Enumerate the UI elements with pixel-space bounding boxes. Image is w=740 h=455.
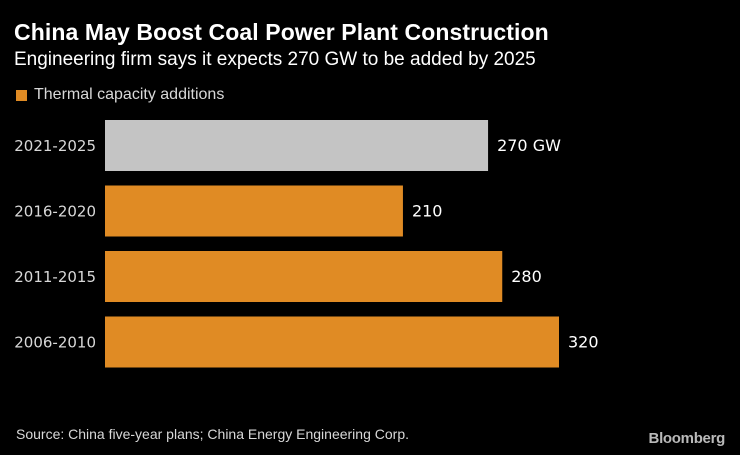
category-label: 2016-2020 — [14, 203, 96, 221]
chart-title: China May Boost Coal Power Plant Constru… — [14, 19, 549, 45]
value-label: 210 — [412, 202, 443, 221]
category-label: 2006-2010 — [14, 334, 96, 352]
chart-subtitle: Engineering firm says it expects 270 GW … — [14, 49, 536, 70]
legend-swatch — [16, 89, 27, 101]
value-label: 280 — [511, 267, 542, 286]
value-label: 320 — [568, 333, 599, 352]
category-label: 2021-2025 — [14, 137, 96, 155]
category-label: 2011-2015 — [14, 268, 96, 286]
bar-2016-2020 — [105, 185, 403, 237]
bar-2021-2025 — [105, 120, 489, 171]
value-label: 270 GW — [497, 136, 561, 155]
legend: Thermal capacity additions — [16, 86, 224, 104]
bar-2011-2015 — [105, 251, 503, 302]
bloomberg-logo: Bloomberg — [648, 430, 726, 447]
source-note: Source: China five-year plans; China Ene… — [16, 426, 409, 442]
bar-2006-2010 — [105, 316, 559, 368]
legend-label: Thermal capacity additions — [34, 86, 225, 103]
